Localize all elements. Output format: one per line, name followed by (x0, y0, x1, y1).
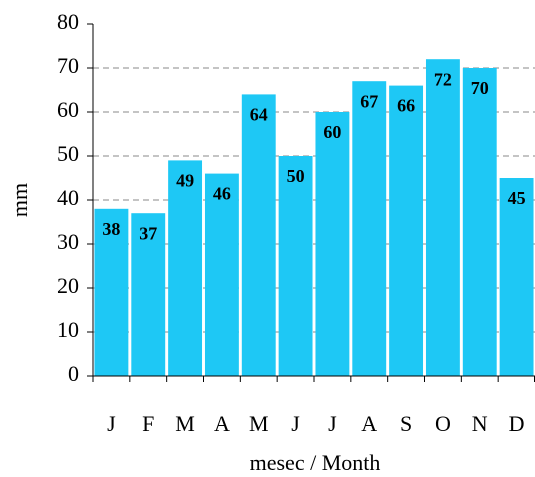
bar (94, 208, 129, 376)
bar (389, 85, 424, 376)
bar (204, 173, 239, 376)
x-tick-label: S (400, 411, 412, 436)
bar (499, 178, 534, 376)
x-tick-label: J (328, 411, 337, 436)
y-axis-title: mm (7, 183, 32, 217)
x-tick-label: F (142, 411, 154, 436)
value-label: 50 (287, 166, 305, 186)
y-tick-label: 60 (57, 97, 79, 122)
x-tick-label: M (175, 411, 195, 436)
value-label: 38 (102, 219, 120, 239)
y-tick-label: 30 (57, 229, 79, 254)
bar (462, 68, 497, 376)
x-tick-label: J (107, 411, 116, 436)
x-tick-label: D (509, 411, 525, 436)
y-tick-label: 50 (57, 141, 79, 166)
x-tick-label: A (214, 411, 230, 436)
y-tick-label: 40 (57, 185, 79, 210)
x-tick-label: M (249, 411, 269, 436)
value-label: 66 (397, 96, 415, 116)
value-label: 45 (508, 188, 526, 208)
x-tick-label: O (435, 411, 451, 436)
bar (168, 160, 203, 376)
value-label: 46 (213, 184, 231, 204)
value-label: 67 (360, 91, 378, 111)
value-label: 72 (434, 69, 452, 89)
x-tick-label: J (291, 411, 300, 436)
y-tick-label: 20 (57, 273, 79, 298)
bar (352, 81, 387, 376)
x-tick-label: A (361, 411, 377, 436)
bar (315, 112, 350, 376)
y-tick-label: 0 (68, 361, 79, 386)
y-tick-label: 80 (57, 9, 79, 34)
bar (131, 213, 166, 376)
value-label: 49 (176, 171, 194, 191)
value-label: 60 (323, 122, 341, 142)
x-tick-label: N (472, 411, 488, 436)
bar (425, 59, 460, 376)
y-tick-label: 70 (57, 53, 79, 78)
y-tick-label: 10 (57, 317, 79, 342)
value-label: 37 (139, 223, 157, 243)
bar (241, 94, 276, 377)
value-label: 70 (471, 78, 489, 98)
value-label: 64 (250, 105, 268, 125)
bar (278, 156, 313, 376)
x-axis-title: mesec / Month (250, 450, 381, 475)
